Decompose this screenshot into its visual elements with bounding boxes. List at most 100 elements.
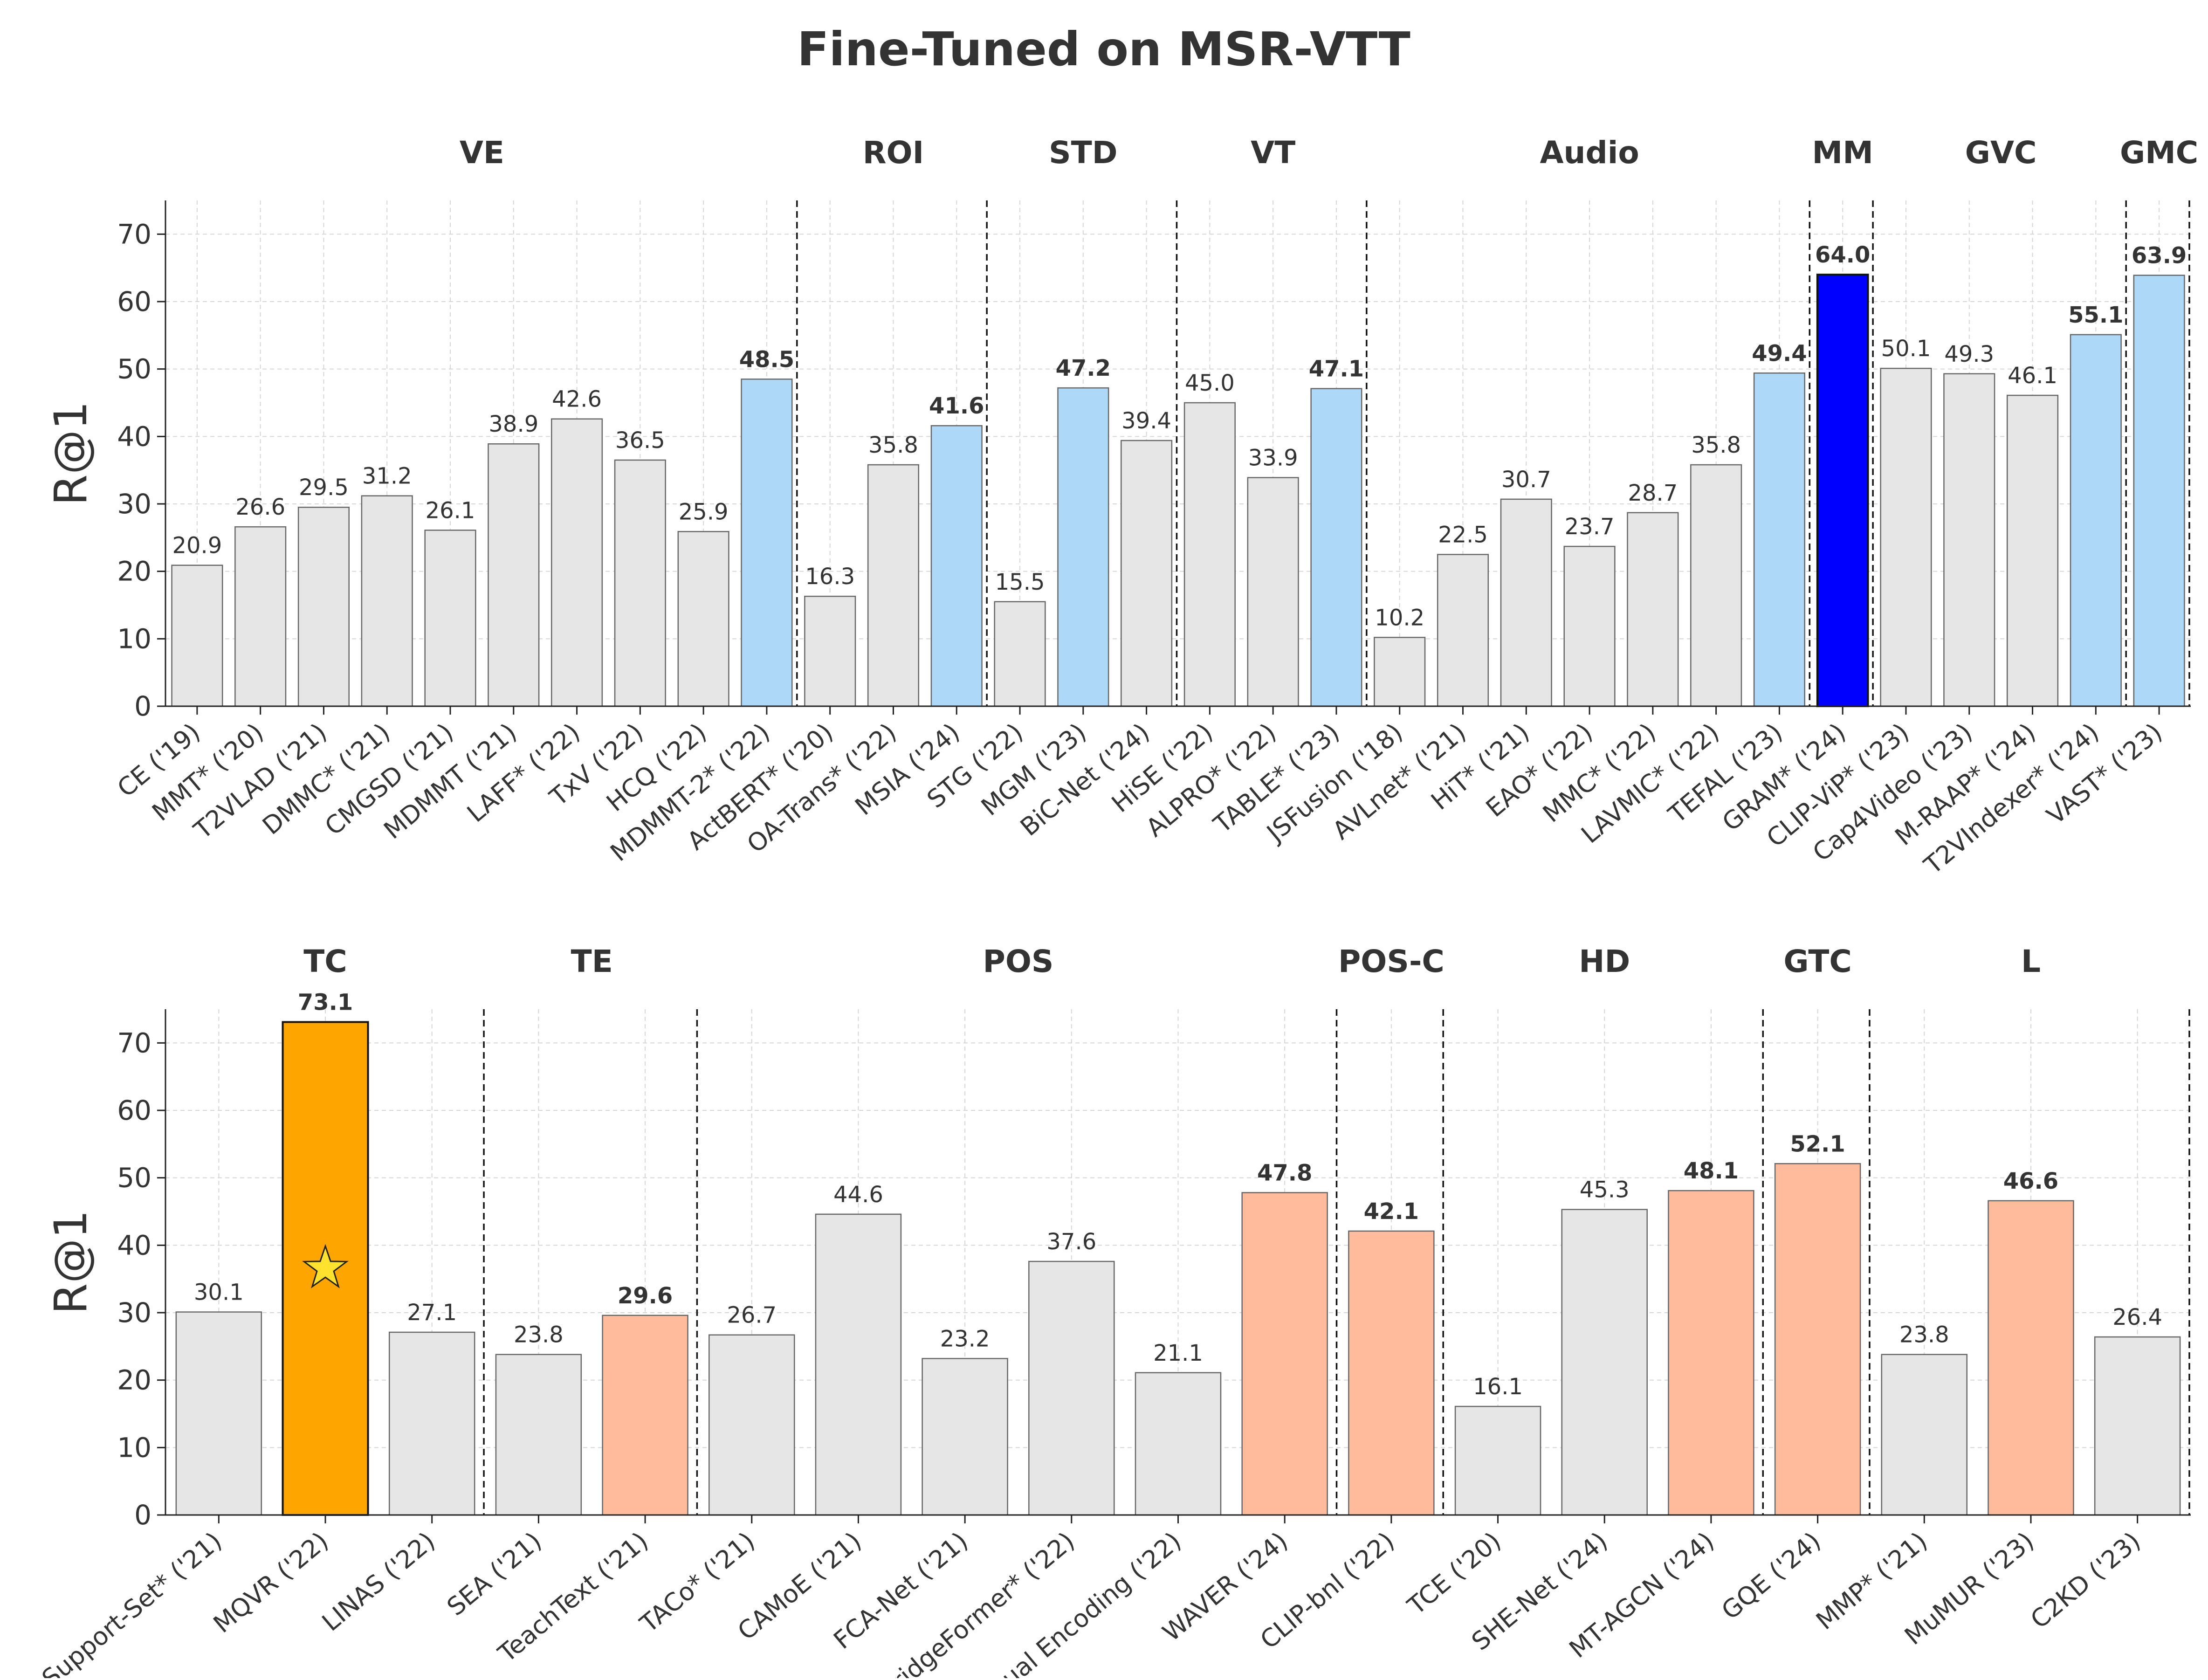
group-label-ve: VE: [460, 135, 504, 171]
y-tick-label: 50: [117, 353, 151, 385]
bar-value-label: 25.9: [679, 499, 729, 525]
bar-value-label: 30.7: [1501, 467, 1551, 493]
bar-value-label: 26.1: [426, 497, 475, 523]
bar-25: [1690, 464, 1742, 707]
bar-6: [708, 1334, 795, 1516]
group-label-mm: MM: [1812, 135, 1873, 171]
group-label-hd: HD: [1579, 943, 1630, 979]
bar-18: [1247, 477, 1299, 707]
bar-value-label: 16.1: [1473, 1374, 1523, 1400]
bar-value-label: 48.1: [1684, 1158, 1739, 1184]
chart-panel-2: 0 10 20 30 40 50 60 70 R@1 30.1 Support-Set* ('21)…: [37, 943, 2191, 1680]
bar-value-label: 22.5: [1438, 522, 1488, 548]
bar-value-label: 50.1: [1881, 336, 1931, 362]
y-tick-label: 10: [117, 623, 151, 654]
bar-31: [2070, 334, 2122, 707]
bar-14: [994, 601, 1046, 707]
x-tick-label: LINAS ('22): [317, 1527, 440, 1637]
bar-value-label: 10.2: [1375, 605, 1424, 631]
x-tick-label: Support-Set* ('21): [37, 1527, 227, 1678]
bar-4: [495, 1354, 582, 1516]
x-tick-label: MQVR ('22): [208, 1527, 334, 1639]
bar-16: [1774, 1163, 1861, 1516]
y-tick-label: 0: [134, 690, 151, 722]
bar-22: [1500, 498, 1552, 707]
bar-19: [1310, 388, 1362, 707]
bar-value-label: 29.5: [299, 475, 349, 501]
group-label-std: STD: [1049, 135, 1117, 171]
bar-value-label: 33.9: [1248, 445, 1298, 471]
y-tick-label: 70: [117, 1027, 151, 1059]
bar-10: [741, 379, 793, 707]
bar-value-label: 36.5: [615, 427, 665, 454]
bar-28: [1880, 367, 1932, 707]
x-tick-label: TCE ('20): [1402, 1527, 1506, 1621]
y-tick-label: 20: [117, 556, 151, 587]
bar-value-label: 63.9: [2132, 243, 2187, 269]
y-tick-label: 60: [117, 286, 151, 317]
bar-17: [1183, 402, 1236, 707]
chart-title: Fine-Tuned on MSR-VTT: [797, 22, 1410, 76]
bar-12: [1348, 1230, 1435, 1516]
bar-value-label: 26.4: [2112, 1304, 2162, 1330]
group-label-gtc: GTC: [1783, 943, 1851, 979]
group-label-l: L: [2021, 943, 2041, 979]
bar-value-label: 23.2: [940, 1326, 990, 1352]
bar-value-label: 31.2: [362, 463, 412, 489]
bar-value-label: 27.1: [407, 1300, 457, 1326]
bar-value-label: 23.7: [1565, 514, 1615, 540]
bar-4: [361, 495, 413, 707]
bar-value-label: 21.1: [1153, 1340, 1203, 1366]
group-label-te: TE: [571, 943, 613, 979]
bar-value-label: 47.2: [1056, 355, 1111, 381]
group-label-pos-c: POS-C: [1338, 943, 1444, 979]
group-label-vt: VT: [1251, 135, 1295, 171]
bar-8: [614, 459, 666, 707]
bar-11: [1241, 1192, 1328, 1516]
star-marker-icon: [302, 1244, 349, 1288]
y-tick-label: 60: [117, 1095, 151, 1126]
bar-24: [1627, 512, 1679, 707]
bar-1: [171, 565, 223, 707]
bar-23: [1563, 545, 1616, 707]
bar-value-label: 49.4: [1752, 340, 1807, 366]
group-label-gvc: GVC: [1965, 135, 2037, 171]
y-tick-label: 20: [117, 1364, 151, 1396]
bar-14: [1561, 1209, 1648, 1516]
bar-value-label: 42.6: [552, 386, 602, 413]
y-axis-label: R@1: [45, 401, 97, 506]
bar-18: [1988, 1200, 2074, 1516]
bar-value-label: 37.6: [1046, 1229, 1096, 1255]
group-label-audio: Audio: [1540, 135, 1639, 171]
bar-17: [1881, 1354, 1968, 1516]
x-tick-label: GQE ('24): [1716, 1527, 1826, 1625]
bar-26: [1753, 372, 1805, 707]
bar-value-label: 16.3: [805, 564, 855, 590]
bar-value-label: 26.7: [727, 1302, 777, 1329]
bar-value-label: 28.7: [1628, 480, 1678, 506]
bar-value-label: 35.8: [1691, 432, 1741, 458]
bar-15: [1057, 387, 1109, 707]
bar-20: [1374, 637, 1426, 707]
x-tick-label: C2KD ('23): [2025, 1527, 2146, 1634]
bar-15: [1668, 1190, 1754, 1516]
bar-32: [2133, 275, 2185, 707]
bar-value-label: 23.8: [1899, 1322, 1949, 1348]
bar-30: [2006, 394, 2059, 707]
bar-13: [1454, 1405, 1541, 1516]
bar-6: [488, 443, 540, 707]
bar-9: [1028, 1260, 1115, 1516]
bar-value-label: 45.0: [1185, 370, 1235, 396]
bar-11: [804, 595, 856, 707]
bar-value-label: 42.1: [1364, 1198, 1419, 1225]
bar-value-label: 29.6: [618, 1283, 673, 1309]
bar-value-label: 35.8: [868, 432, 918, 458]
x-tick-label: SEA ('21): [442, 1527, 547, 1621]
bar-2: [234, 526, 287, 707]
y-tick-label: 70: [117, 218, 151, 250]
bar-value-label: 46.1: [2008, 363, 2057, 389]
bar-9: [677, 531, 729, 707]
y-tick-label: 30: [117, 1297, 151, 1329]
bar-5: [602, 1315, 688, 1516]
